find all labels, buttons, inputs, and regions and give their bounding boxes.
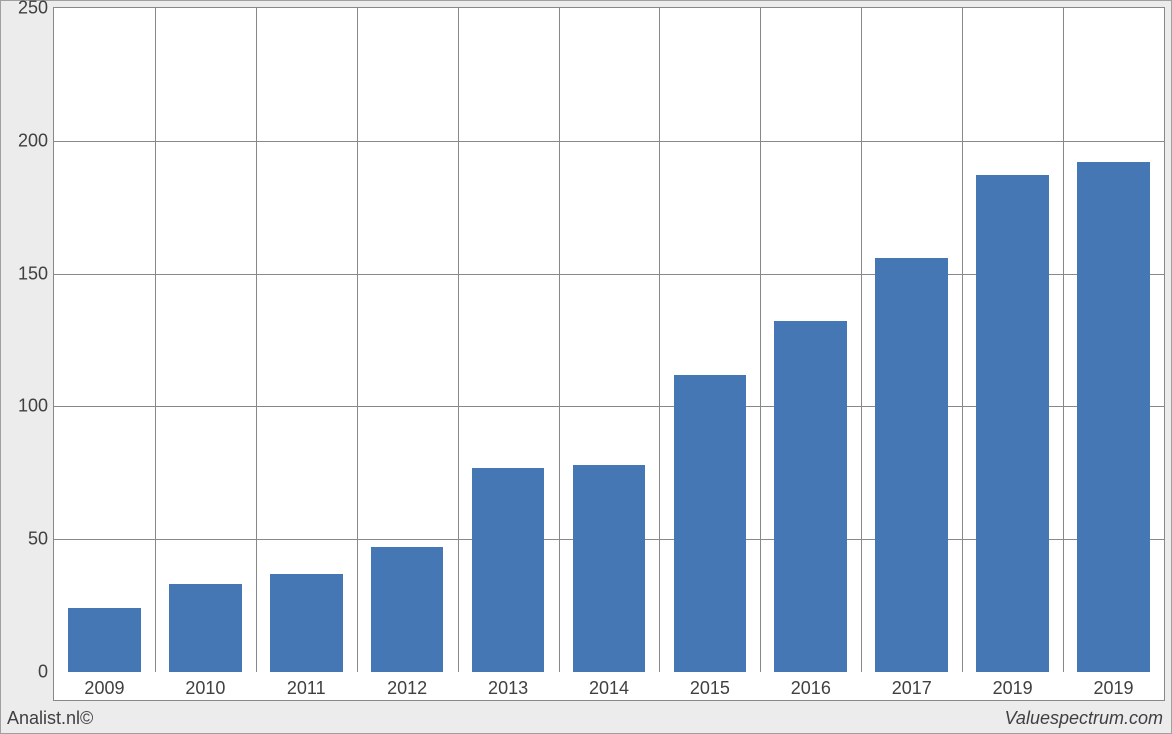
- gridline-vertical: [760, 8, 761, 672]
- bar: [573, 465, 646, 672]
- y-axis-tick-label: 200: [18, 130, 54, 151]
- x-axis-tick-label: 2016: [791, 672, 831, 699]
- gridline-vertical: [458, 8, 459, 672]
- bar: [371, 547, 444, 672]
- bar: [1077, 162, 1150, 672]
- bar: [674, 375, 747, 672]
- plot-area: 0501001502002502009201020112012201320142…: [54, 8, 1164, 672]
- gridline-vertical: [861, 8, 862, 672]
- bar: [875, 258, 948, 672]
- x-axis-tick-label: 2019: [993, 672, 1033, 699]
- x-axis-tick-label: 2010: [185, 672, 225, 699]
- gridline-vertical: [559, 8, 560, 672]
- footer-left: Analist.nl©: [7, 708, 93, 729]
- bar: [976, 175, 1049, 672]
- gridline-vertical: [256, 8, 257, 672]
- y-axis-tick-label: 50: [28, 529, 54, 550]
- bar: [68, 608, 141, 672]
- chart-frame: 0 50 100 150 200 250 2009 2010 2011 2012 2013 2014 2…: [0, 0, 1172, 734]
- x-axis-tick-label: 2009: [84, 672, 124, 699]
- x-axis-tick-label: 2012: [387, 672, 427, 699]
- gridline-vertical: [659, 8, 660, 672]
- y-axis-tick-label: 150: [18, 263, 54, 284]
- gridline-vertical: [357, 8, 358, 672]
- gridline-vertical: [962, 8, 963, 672]
- bar: [169, 584, 242, 672]
- bar: [472, 468, 545, 673]
- x-axis-tick-label: 2019: [1094, 672, 1134, 699]
- chart-area: 0501001502002502009201020112012201320142…: [53, 7, 1165, 701]
- x-axis-tick-label: 2015: [690, 672, 730, 699]
- bar: [270, 574, 343, 672]
- y-axis-tick-label: 250: [18, 0, 54, 19]
- y-axis-tick-label: 100: [18, 396, 54, 417]
- gridline-horizontal: [54, 141, 1164, 142]
- x-axis-tick-label: 2014: [589, 672, 629, 699]
- y-axis-tick-label: 0: [38, 662, 54, 683]
- footer-right: Valuespectrum.com: [1005, 708, 1163, 729]
- gridline-vertical: [1063, 8, 1064, 672]
- x-axis-tick-label: 2017: [892, 672, 932, 699]
- bar: [774, 321, 847, 672]
- gridline-vertical: [155, 8, 156, 672]
- x-axis-tick-label: 2013: [488, 672, 528, 699]
- x-axis-tick-label: 2011: [287, 672, 326, 699]
